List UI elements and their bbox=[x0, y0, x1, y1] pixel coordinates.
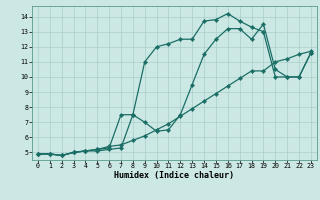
X-axis label: Humidex (Indice chaleur): Humidex (Indice chaleur) bbox=[115, 171, 234, 180]
